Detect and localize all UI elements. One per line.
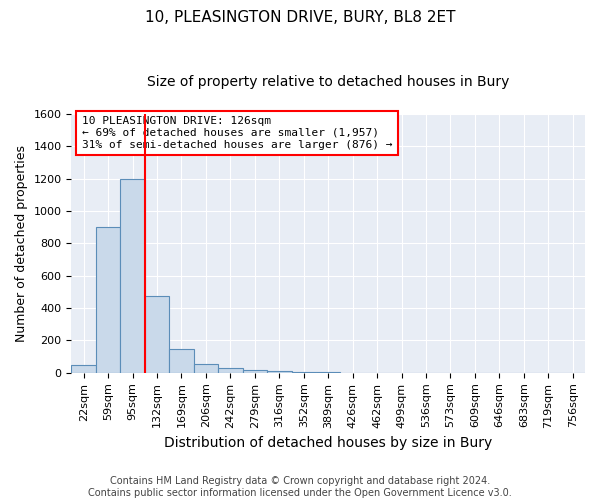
- Bar: [218, 368, 242, 373]
- Text: 10 PLEASINGTON DRIVE: 126sqm
← 69% of detached houses are smaller (1,957)
31% of: 10 PLEASINGTON DRIVE: 126sqm ← 69% of de…: [82, 116, 392, 150]
- Bar: [194, 364, 218, 373]
- Bar: [71, 364, 96, 373]
- Bar: [96, 227, 121, 373]
- Bar: [242, 370, 267, 373]
- Text: 10, PLEASINGTON DRIVE, BURY, BL8 2ET: 10, PLEASINGTON DRIVE, BURY, BL8 2ET: [145, 10, 455, 25]
- Bar: [121, 178, 145, 373]
- Title: Size of property relative to detached houses in Bury: Size of property relative to detached ho…: [147, 75, 509, 89]
- Bar: [169, 348, 194, 373]
- X-axis label: Distribution of detached houses by size in Bury: Distribution of detached houses by size …: [164, 436, 493, 450]
- Bar: [267, 371, 292, 373]
- Bar: [145, 296, 169, 373]
- Bar: [292, 372, 316, 373]
- Y-axis label: Number of detached properties: Number of detached properties: [15, 145, 28, 342]
- Text: Contains HM Land Registry data © Crown copyright and database right 2024.
Contai: Contains HM Land Registry data © Crown c…: [88, 476, 512, 498]
